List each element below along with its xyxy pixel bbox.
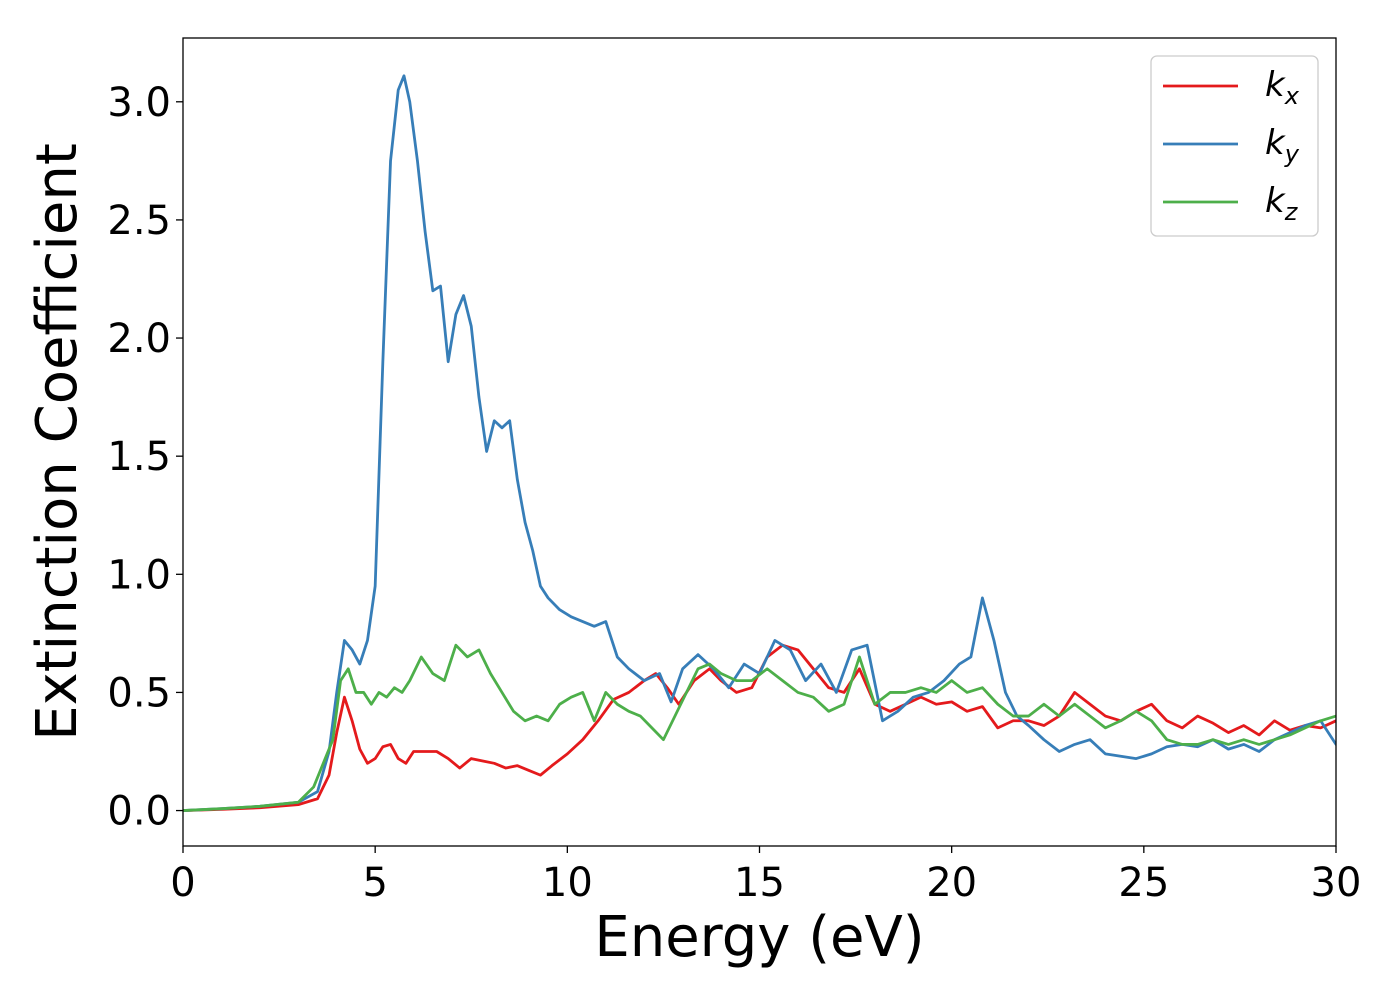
- y-tick-label: 1.0: [107, 552, 171, 598]
- x-tick-label: 25: [1118, 860, 1169, 906]
- x-axis-ticks: 0 5 10 15 20 25 30: [170, 846, 1361, 906]
- y-tick-label: 1.5: [107, 434, 171, 480]
- y-tick-label: 3.0: [107, 80, 171, 126]
- y-tick-label: 0.5: [107, 670, 171, 716]
- y-tick-label: 2.0: [107, 316, 171, 362]
- series-line-kz: [183, 643, 1336, 812]
- x-tick-label: 30: [1311, 860, 1362, 906]
- y-axis-ticks: 0.0 0.5 1.0 1.5 2.0 2.5 3.0: [107, 80, 183, 835]
- x-tick-label: 0: [170, 860, 195, 906]
- legend-label-kx: kx: [1265, 65, 1300, 110]
- legend-label-kz: kz: [1265, 181, 1299, 226]
- series-layer: [183, 74, 1336, 812]
- x-tick-label: 5: [362, 860, 387, 906]
- legend-box: [1150, 55, 1319, 237]
- y-tick-label: 2.5: [107, 198, 171, 244]
- legend: kx ky kz: [1150, 55, 1319, 237]
- y-axis-title: Extinction Coefficient: [25, 143, 90, 741]
- legend-label-ky: ky: [1265, 123, 1300, 168]
- x-tick-label: 10: [542, 860, 593, 906]
- x-tick-label: 20: [926, 860, 977, 906]
- series-line-ky: [183, 74, 1336, 812]
- y-tick-label: 0.0: [107, 789, 171, 835]
- x-axis-title: Energy (eV): [594, 905, 924, 970]
- x-tick-label: 15: [734, 860, 785, 906]
